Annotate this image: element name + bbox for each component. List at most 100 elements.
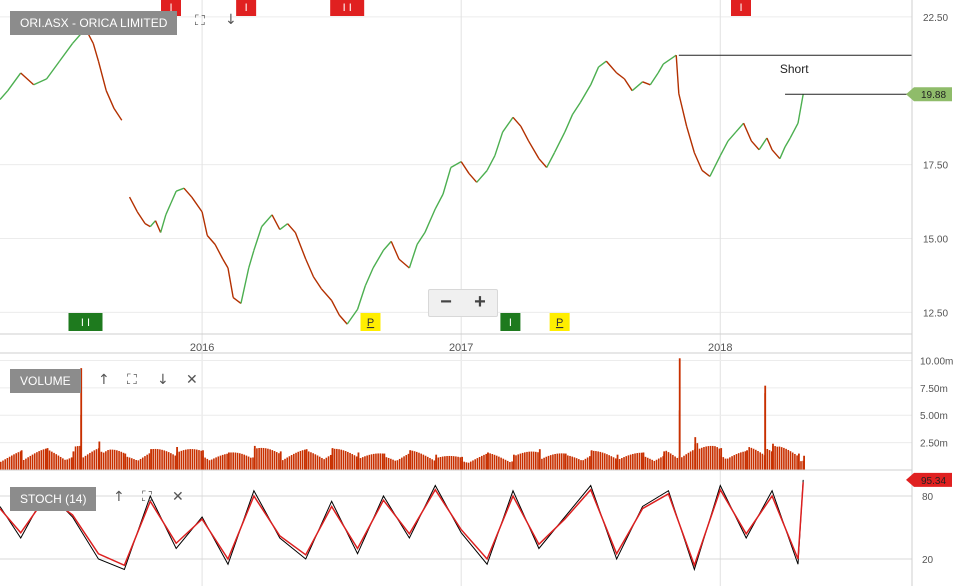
volume-bar	[6, 457, 9, 470]
volume-bar	[8, 456, 11, 470]
volume-bar	[22, 459, 25, 470]
price-segment	[159, 214, 167, 233]
volume-bar	[629, 454, 632, 470]
volume-bar	[491, 454, 494, 470]
volume-bar	[532, 451, 535, 470]
volume-bar	[70, 457, 73, 470]
volume-bar	[148, 453, 151, 470]
volume-bar	[669, 453, 672, 470]
volume-bar	[441, 456, 444, 470]
volume-bar	[271, 450, 274, 470]
volume-bar	[521, 452, 524, 470]
volume-bar	[247, 456, 250, 470]
stoch-d-line	[0, 482, 804, 568]
volume-y-tick: 5.00m	[920, 411, 948, 422]
price-segment	[294, 232, 307, 260]
volume-bar	[310, 452, 312, 470]
volume-bar	[165, 451, 168, 470]
price-series: Short I I I I I I I P I P	[0, 0, 912, 331]
volume-bar	[206, 458, 209, 470]
move-down-icon[interactable]: ↓	[157, 372, 169, 388]
price-segment	[253, 226, 263, 251]
volume-bar	[295, 452, 297, 470]
volume-bar	[778, 446, 781, 470]
volume-bar	[232, 452, 234, 470]
volume-bar	[485, 453, 487, 470]
signal-marker-label: I	[245, 2, 248, 14]
zoom-out-button[interactable]: −	[440, 291, 452, 313]
volume-bar	[11, 455, 13, 470]
price-segment	[144, 223, 151, 228]
volume-bar	[312, 453, 314, 470]
stoch-panel-title[interactable]: STOCH (14)	[10, 487, 97, 511]
zoom-in-button[interactable]: +	[474, 291, 486, 313]
price-segment	[678, 93, 688, 127]
signal-marker	[236, 0, 257, 16]
volume-bar	[13, 454, 15, 470]
volume-bar	[314, 454, 317, 470]
volume-bar	[105, 451, 107, 470]
price-segment	[227, 267, 234, 298]
fullscreen-icon[interactable]: ⛶	[195, 13, 205, 29]
volume-bar	[307, 451, 310, 470]
signal-marker-label: I I	[343, 2, 352, 14]
volume-bar	[55, 454, 58, 470]
close-icon[interactable]: ✕	[186, 372, 198, 388]
price-panel-title[interactable]: ORI.ASX - ORICA LIMITED	[10, 11, 178, 35]
x-tick-label: 2018	[708, 342, 732, 354]
x-tick-label: 2017	[449, 342, 473, 354]
move-down-icon[interactable]: ↓	[225, 12, 237, 28]
price-segment	[346, 308, 359, 325]
volume-bar	[241, 453, 243, 470]
fullscreen-icon[interactable]: ⛶	[127, 372, 137, 388]
move-up-icon[interactable]: ↑	[113, 489, 125, 505]
volume-bar	[111, 449, 114, 470]
volume-bar	[109, 449, 112, 470]
volume-bar	[740, 452, 742, 470]
volume-bar	[625, 456, 628, 470]
signal-marker	[360, 313, 381, 331]
price-segment	[512, 116, 522, 127]
price-segment	[460, 161, 470, 174]
price-segment	[214, 244, 224, 260]
price-segment	[424, 208, 436, 233]
volume-bar	[66, 459, 69, 470]
volume-bar	[437, 457, 440, 470]
stoch-y-tick: 80	[922, 492, 934, 503]
volume-bar	[27, 457, 29, 470]
volume-bar	[333, 448, 336, 470]
volume-bar	[208, 460, 211, 470]
price-segment	[170, 190, 177, 204]
volume-bar	[366, 455, 368, 470]
price-segment	[442, 167, 452, 195]
volume-bar	[368, 454, 371, 470]
volume-bar	[327, 456, 330, 470]
price-segment	[175, 187, 185, 192]
move-up-icon[interactable]: ↑	[98, 372, 110, 388]
fullscreen-icon[interactable]: ⛶	[142, 489, 152, 505]
volume-bar	[74, 446, 77, 470]
volume-bar	[663, 454, 665, 470]
volume-bar	[401, 457, 403, 470]
volume-bar	[764, 393, 766, 470]
volume-bar	[545, 456, 548, 470]
volume-bar	[126, 456, 129, 470]
volume-bar	[79, 445, 81, 470]
price-segment	[46, 60, 61, 80]
volume-bar	[243, 454, 245, 470]
volume-bar	[653, 460, 656, 470]
price-segment	[183, 187, 193, 198]
last-price-tag	[906, 87, 952, 102]
price-segment	[701, 169, 711, 177]
volume-bar	[750, 447, 753, 470]
price-segment	[693, 152, 703, 171]
close-icon[interactable]: ✕	[172, 489, 184, 505]
volume-bar	[796, 455, 798, 470]
volume-panel-title[interactable]: VOLUME	[10, 369, 81, 393]
volume-bar	[502, 458, 505, 470]
volume-bar	[498, 456, 500, 470]
volume-bar	[455, 456, 457, 470]
volume-bar	[44, 448, 47, 470]
